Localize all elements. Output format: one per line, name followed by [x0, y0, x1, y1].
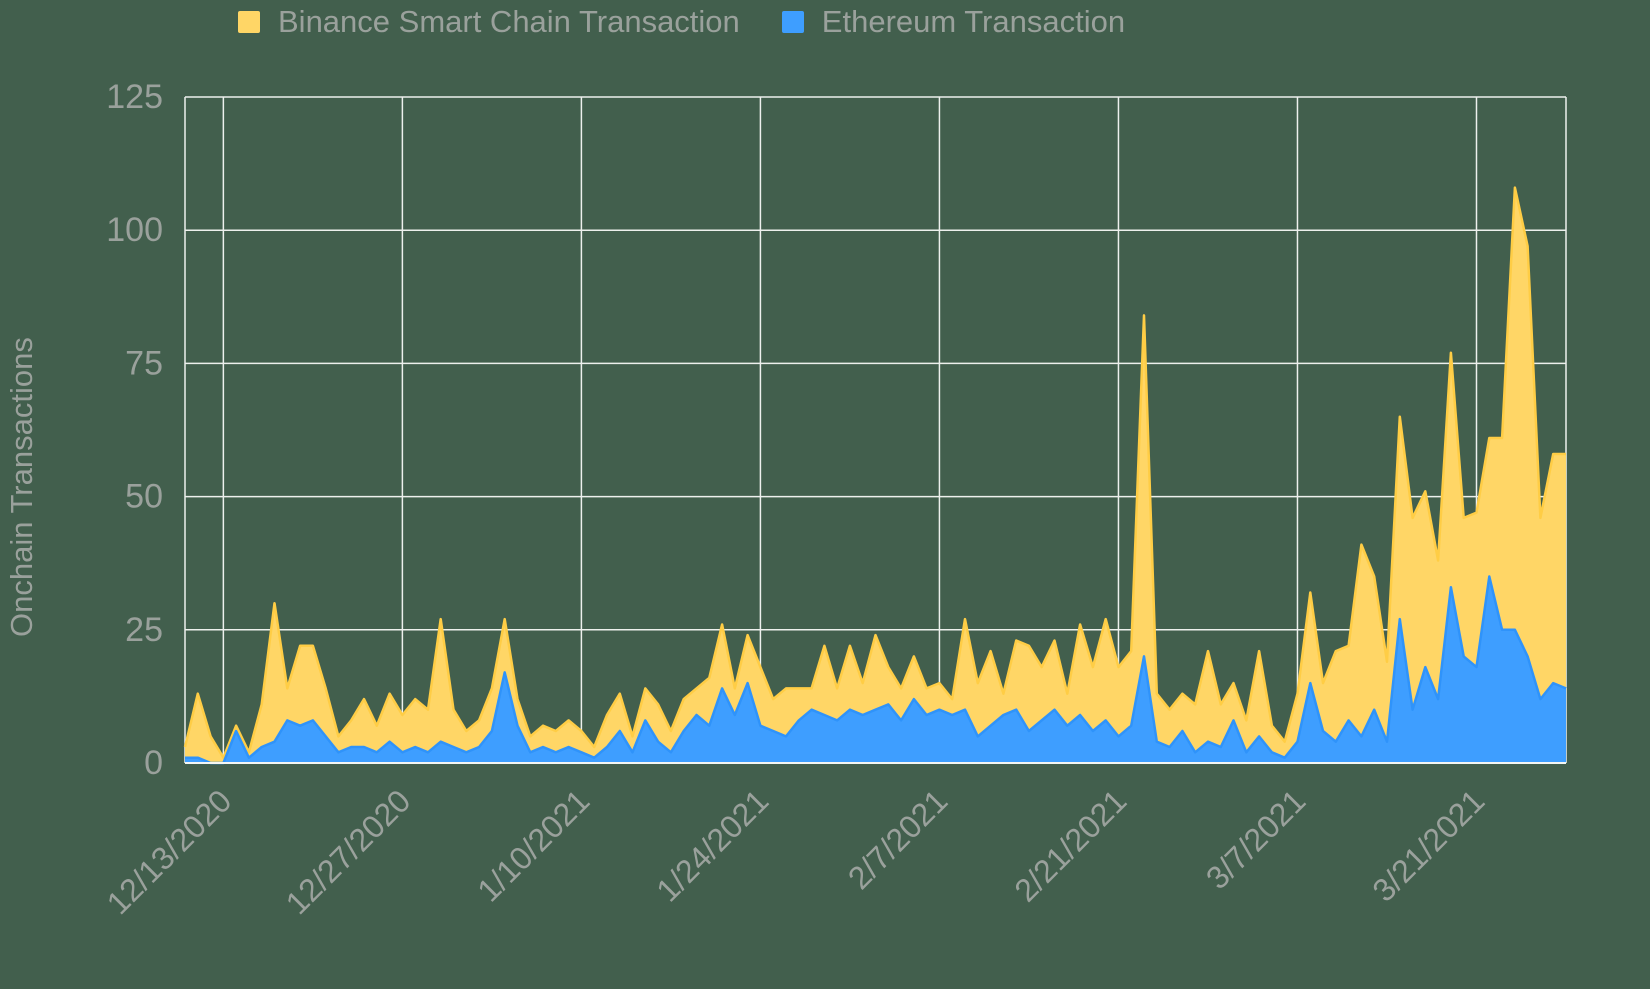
x-tick-label: 3/21/2021: [1365, 782, 1491, 908]
legend-item-eth: Ethereum Transaction: [781, 4, 1126, 40]
y-tick-label: 50: [125, 478, 163, 516]
x-tick-label: 3/7/2021: [1199, 782, 1313, 896]
bsc-series-line: [183, 186, 1566, 759]
eth-area-series: [185, 576, 1566, 763]
y-tick-label: 0: [144, 744, 163, 782]
y-tick-label: 100: [106, 211, 163, 249]
x-tick-label: 1/10/2021: [470, 782, 596, 908]
y-tick-label: 75: [125, 344, 163, 382]
y-tick-label: 125: [106, 78, 163, 116]
eth-series-line: [185, 575, 1567, 765]
x-tick-label: 2/7/2021: [841, 782, 955, 896]
eth-legend-swatch-icon: [781, 11, 804, 33]
y-tick-label: 25: [125, 611, 163, 649]
x-tick-label: 2/21/2021: [1007, 782, 1133, 908]
legend-item-bsc: Binance Smart Chain Transaction: [238, 4, 740, 40]
bsc-legend-swatch-icon: [238, 11, 260, 33]
bsc-legend-label: Binance Smart Chain Transaction: [278, 4, 740, 39]
x-tick-label: 12/27/2020: [279, 782, 418, 921]
x-tick-label: 1/24/2021: [649, 782, 775, 908]
bsc-area-series: [185, 187, 1566, 764]
eth-legend-label: Ethereum Transaction: [821, 4, 1126, 39]
chart-legend: Binance Smart Chain Transaction Ethereum…: [238, 4, 1125, 40]
x-tick-label: 12/13/2020: [100, 782, 239, 921]
